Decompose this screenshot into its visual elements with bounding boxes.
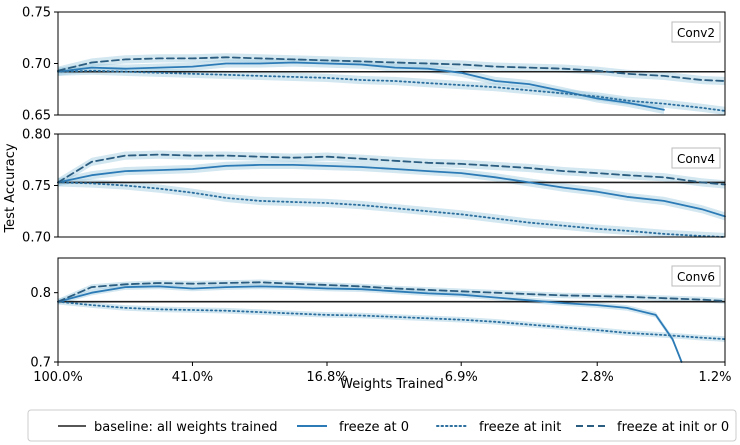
series-line-freeze-at-init-or-0	[57, 56, 726, 82]
legend-item-freeze-at-init-or-0: freeze at init or 0	[576, 420, 729, 435]
y-tick-label: 0.75	[22, 6, 51, 21]
x-tick-label: 41.0%	[172, 370, 213, 385]
x-tick-label: 2.8%	[581, 370, 614, 385]
plot-area	[57, 279, 726, 363]
x-tick-label: 16.8%	[306, 370, 347, 385]
y-tick-label: 0.80	[22, 128, 51, 143]
legend-label: freeze at init or 0	[617, 420, 729, 435]
axes-frame	[57, 257, 726, 363]
y-ticks: 0.7 0.8	[30, 286, 58, 371]
confidence-band	[58, 150, 725, 189]
panel-title-box: Conv2	[671, 21, 721, 43]
legend-item-freeze-at-0: freeze at 0	[297, 420, 409, 435]
series-line-freeze-at-init-or-0	[57, 153, 726, 186]
y-axis-label: Test Accuracy	[3, 143, 18, 233]
y-tick-label: 0.7	[30, 356, 51, 371]
series-line-freeze-at-init	[57, 300, 726, 341]
confidence-band	[58, 53, 725, 86]
x-tick-label: 6.9%	[445, 370, 478, 385]
confidence-band	[58, 279, 725, 305]
x-axis-label: Weights Trained	[340, 377, 444, 392]
panel-title-box: Conv6	[671, 265, 721, 287]
panel-title: Conv2	[677, 26, 715, 40]
panel-conv4: Conv4 0.70 0.75 0.80	[22, 128, 726, 246]
series-line-freeze-at-0	[57, 61, 665, 111]
legend: baseline: all weights trained freeze at …	[27, 409, 737, 442]
x-tick-label: 1.2%	[698, 370, 731, 385]
confidence-band	[58, 66, 725, 115]
series-line-freeze-at-init	[57, 181, 726, 238]
legend-label: freeze at 0	[339, 420, 409, 435]
series-line-freeze-at-init	[57, 69, 726, 112]
y-tick-label: 0.75	[22, 179, 51, 194]
legend-item-freeze-at-init: freeze at init	[436, 420, 561, 435]
y-tick-label: 0.8	[30, 286, 51, 301]
plot-area	[57, 53, 726, 115]
y-tick-label: 0.65	[22, 109, 51, 124]
series-line-freeze-at-init-or-0	[57, 281, 726, 303]
series-line-freeze-at-0	[57, 163, 726, 218]
panel-title: Conv6	[677, 270, 715, 284]
y-ticks: 0.65 0.70 0.75	[22, 6, 58, 124]
legend-frame	[27, 409, 737, 442]
x-ticks: 100.0% 41.0% 16.8% 6.9% 2.8% 1.2%	[33, 362, 732, 385]
confidence-band	[58, 298, 725, 342]
panel-title-box: Conv4	[671, 147, 721, 169]
panel-conv6: Conv6 0.7 0.8	[30, 257, 726, 371]
panel-title: Conv4	[677, 152, 715, 166]
y-ticks: 0.70 0.75 0.80	[22, 128, 58, 246]
legend-label: freeze at init	[479, 420, 561, 435]
x-tick-label: 100.0%	[33, 370, 83, 385]
y-tick-label: 0.70	[22, 57, 51, 72]
series-line-freeze-at-0	[57, 285, 683, 363]
panel-conv2: Conv2 0.65 0.70 0.75	[22, 6, 726, 124]
y-tick-label: 0.70	[22, 231, 51, 246]
legend-item-baseline: baseline: all weights trained	[58, 420, 278, 435]
plot-area	[57, 150, 726, 238]
legend-label: baseline: all weights trained	[94, 420, 278, 435]
